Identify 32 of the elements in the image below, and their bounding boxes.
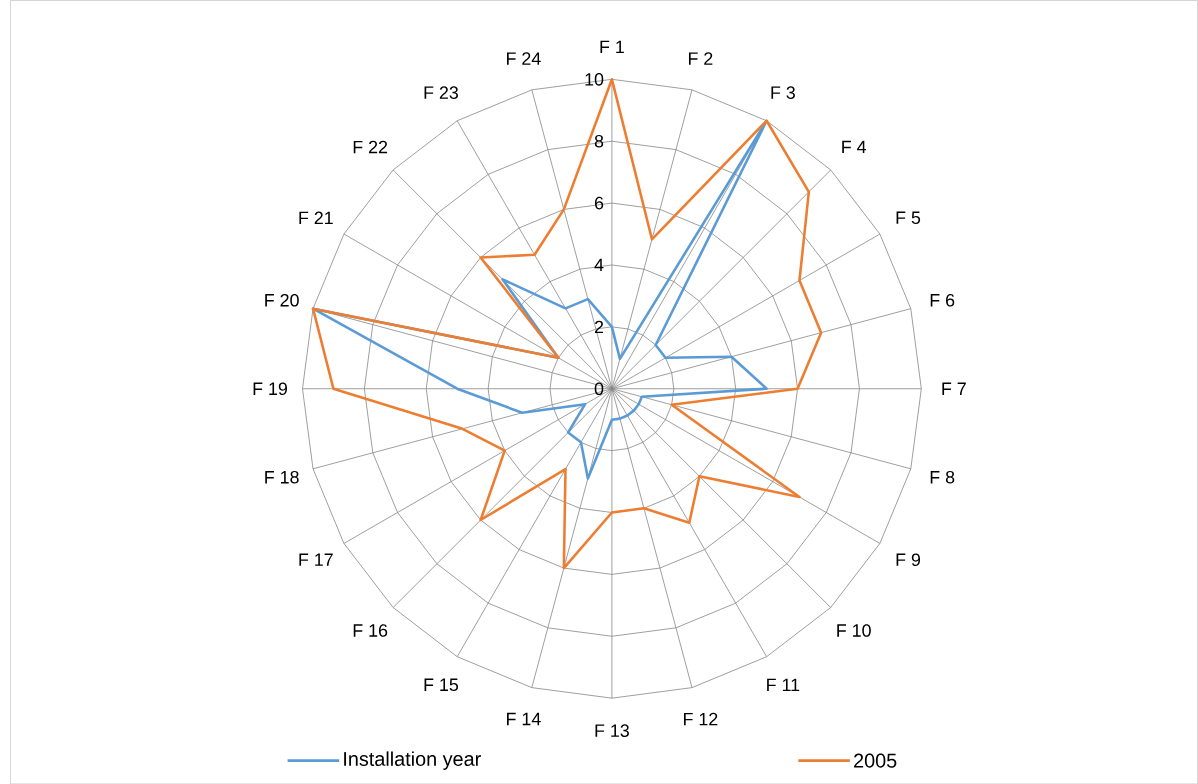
y-tick-label: 6 — [594, 196, 604, 210]
spoke-label: F 17 — [299, 553, 333, 566]
spoke-label: F 12 — [684, 712, 718, 726]
y-tick-label: 0 — [594, 382, 604, 395]
spoke-label: F 20 — [265, 293, 299, 307]
y-tick-label: 2 — [594, 320, 604, 333]
spoke-label: F 5 — [896, 211, 921, 224]
spoke-label: F 9 — [896, 553, 921, 566]
spoke-label: F 11 — [767, 678, 800, 691]
spoke-label: F 14 — [507, 712, 541, 725]
spoke-label: F 23 — [424, 86, 459, 99]
spoke-label: F 22 — [353, 140, 388, 153]
spoke-label: F 16 — [353, 623, 388, 637]
spoke-label: F 3 — [771, 86, 795, 99]
spoke-label: F 13 — [595, 724, 629, 737]
spoke-label: F 10 — [837, 623, 871, 637]
y-tick-label: 10 — [585, 72, 604, 86]
spoke-label: F 18 — [265, 470, 299, 484]
spoke-label: F 4 — [842, 140, 867, 153]
spoke-label: F 7 — [942, 382, 966, 395]
spoke-label: F 8 — [930, 470, 955, 484]
spoke-label: F 19 — [253, 382, 287, 395]
spoke-label: F 2 — [688, 52, 713, 65]
y-tick-label: 4 — [594, 258, 604, 271]
spoke-label: F 15 — [424, 678, 459, 691]
spoke-label: F 21 — [299, 211, 333, 224]
y-tick-label: 8 — [594, 134, 604, 148]
legend-label: Installation year — [344, 751, 481, 770]
spoke-label: F 6 — [930, 293, 955, 307]
spoke-label: F 24 — [507, 52, 541, 65]
legend-label: 2005 — [854, 753, 897, 768]
spoke-label: F 1 — [600, 40, 624, 53]
